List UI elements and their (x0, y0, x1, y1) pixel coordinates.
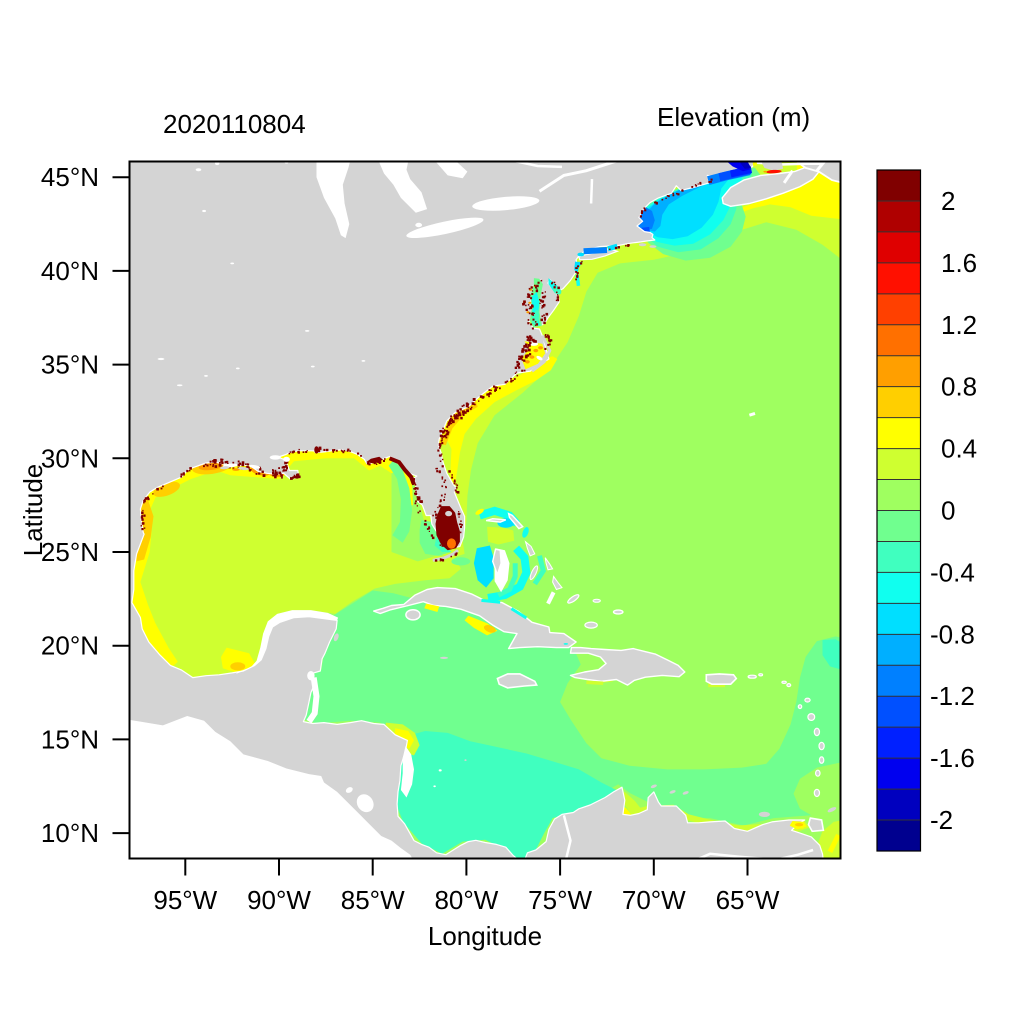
svg-text:90°W: 90°W (247, 885, 311, 915)
svg-text:35°N: 35°N (41, 350, 99, 380)
svg-text:Latitude: Latitude (18, 464, 48, 557)
svg-text:10°N: 10°N (41, 818, 99, 848)
svg-text:-0.8: -0.8 (930, 619, 975, 649)
svg-text:2: 2 (941, 186, 955, 216)
svg-text:30°N: 30°N (41, 443, 99, 473)
svg-text:-1.2: -1.2 (930, 681, 975, 711)
svg-text:-0.4: -0.4 (930, 557, 975, 587)
svg-text:20°N: 20°N (41, 631, 99, 661)
svg-text:75°W: 75°W (528, 885, 592, 915)
svg-text:40°N: 40°N (41, 256, 99, 286)
svg-text:65°W: 65°W (716, 885, 780, 915)
svg-text:-1.6: -1.6 (930, 743, 975, 773)
svg-text:45°N: 45°N (41, 162, 99, 192)
svg-text:0.8: 0.8 (941, 372, 977, 402)
svg-text:70°W: 70°W (622, 885, 686, 915)
svg-text:95°W: 95°W (153, 885, 217, 915)
svg-text:Elevation (m): Elevation (m) (657, 102, 810, 132)
svg-text:Longitude: Longitude (428, 921, 542, 951)
svg-text:25°N: 25°N (41, 537, 99, 567)
svg-text:2020110804: 2020110804 (163, 109, 306, 139)
svg-text:-2: -2 (930, 805, 953, 835)
svg-text:1.6: 1.6 (941, 248, 977, 278)
svg-text:85°W: 85°W (341, 885, 405, 915)
svg-text:15°N: 15°N (41, 724, 99, 754)
svg-text:0: 0 (941, 496, 955, 526)
svg-text:80°W: 80°W (434, 885, 498, 915)
svg-text:1.2: 1.2 (941, 310, 977, 340)
svg-text:0.4: 0.4 (941, 434, 977, 464)
